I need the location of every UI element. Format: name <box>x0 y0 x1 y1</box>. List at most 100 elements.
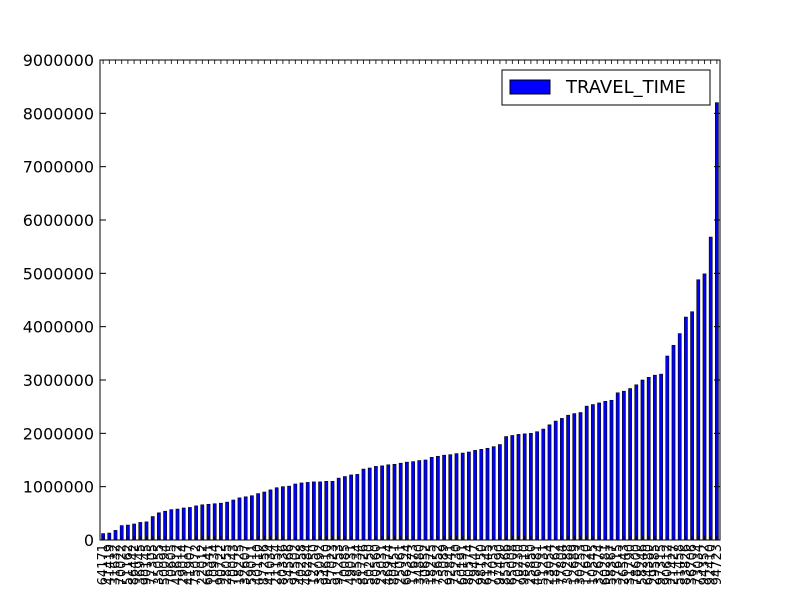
x-tick-label: 77053 <box>487 544 502 585</box>
bar <box>473 450 477 541</box>
bar <box>429 457 434 541</box>
x-tick-label: 77804 <box>555 544 570 585</box>
bar <box>367 467 372 541</box>
y-tick-label: 7000000 <box>23 158 94 177</box>
x-tick-label: 10934 <box>208 544 223 585</box>
bar <box>454 453 459 541</box>
bar <box>690 311 694 541</box>
x-tick-label: 97490 <box>493 544 508 585</box>
x-tick-label: 45612 <box>171 544 186 585</box>
bar <box>578 412 583 541</box>
bar <box>436 455 440 541</box>
x-axis: 6417141419316327002251162864423694590145… <box>96 60 725 585</box>
bar <box>566 414 570 541</box>
bar <box>535 431 539 541</box>
x-tick-label: 94723 <box>710 544 725 585</box>
x-tick-label: 25061 <box>394 544 409 585</box>
x-tick-label: 17620 <box>580 544 595 585</box>
bar <box>237 497 242 541</box>
x-tick-label: 64380 <box>642 544 657 585</box>
bar <box>343 476 347 541</box>
bar <box>522 433 527 541</box>
bar <box>423 459 428 541</box>
bar <box>634 384 639 541</box>
x-tick-label: 10545 <box>586 544 601 585</box>
y-tick-label: 6000000 <box>23 211 94 230</box>
x-tick-label: 28055 <box>220 544 235 585</box>
bar <box>715 102 719 541</box>
bar <box>609 399 614 541</box>
x-tick-label: 60191 <box>456 544 471 585</box>
bar <box>355 474 360 541</box>
bar <box>312 481 316 541</box>
x-tick-label: 70085 <box>338 544 353 585</box>
bar <box>560 418 564 541</box>
bar <box>281 486 285 541</box>
bar <box>386 464 391 541</box>
x-tick-label: 97315 <box>654 544 669 585</box>
x-tick-label: 51162 <box>121 544 136 585</box>
x-tick-label: 23054 <box>543 544 558 585</box>
bar <box>274 487 279 541</box>
y-tick-label: 5000000 <box>23 264 94 283</box>
bar <box>553 420 558 541</box>
x-tick-label: 49031 <box>344 544 359 585</box>
bar <box>268 489 273 541</box>
x-tick-label: 66324 <box>400 544 415 585</box>
x-tick-label: 21154 <box>270 544 285 585</box>
x-tick-label: 73652 <box>431 544 446 585</box>
y-tick-label: 1000000 <box>23 478 94 497</box>
bar <box>194 505 198 541</box>
x-tick-label: 75230 <box>450 544 465 585</box>
x-tick-label: 29014 <box>177 544 192 585</box>
x-tick-label: 51231 <box>536 544 551 585</box>
x-tick-label: 40258 <box>295 544 310 585</box>
x-tick-label: 80451 <box>388 544 403 585</box>
bar <box>491 446 496 541</box>
x-tick-label: 59011 <box>245 544 260 585</box>
x-tick-label: 58246 <box>636 544 651 585</box>
bar <box>324 481 329 541</box>
bar <box>622 390 626 541</box>
x-tick-label: 66341 <box>202 544 217 585</box>
x-tick-label: 34566 <box>282 544 297 585</box>
bar <box>665 355 670 541</box>
y-tick-label: 4000000 <box>23 318 94 337</box>
x-tick-label: 46974 <box>381 544 396 585</box>
x-tick-label: 33092 <box>313 544 328 585</box>
y-tick-label: 3000000 <box>23 371 94 390</box>
x-tick-label: 18762 <box>549 544 564 585</box>
x-tick-label: 91502 <box>288 544 303 585</box>
x-tick-label: 90612 <box>660 544 675 585</box>
bar <box>262 491 267 541</box>
bar <box>677 333 682 541</box>
bar <box>392 463 397 541</box>
bar <box>510 435 515 541</box>
x-tick-label: 90722 <box>214 544 229 585</box>
x-tick-label: 12750 <box>307 544 322 585</box>
bar <box>708 236 713 541</box>
bar <box>361 468 366 541</box>
x-tick-label: 60281 <box>598 544 613 585</box>
bar <box>572 413 577 541</box>
x-tick-label: 29447 <box>468 544 483 585</box>
x-tick-label: 41034 <box>264 544 279 585</box>
legend: TRAVEL_TIME <box>501 69 711 106</box>
x-tick-label: 12689 <box>567 544 582 585</box>
x-tick-label: 98150 <box>474 544 489 585</box>
bar <box>467 451 471 541</box>
bar <box>305 482 310 541</box>
x-tick-label: 30288 <box>561 544 576 585</box>
y-tick-label: 2000000 <box>23 424 94 443</box>
bar <box>460 452 465 541</box>
bar <box>200 504 205 541</box>
bar <box>584 405 589 541</box>
x-tick-label: 70022 <box>115 544 130 585</box>
x-tick-label: 83826 <box>679 544 694 585</box>
x-tick-label: 65008 <box>505 544 520 585</box>
x-tick-label: 46081 <box>530 544 545 585</box>
x-tick-label: 23031 <box>375 544 390 585</box>
x-tick-label: 18225 <box>233 544 248 585</box>
x-tick-label: 78600 <box>629 544 644 585</box>
x-tick-label: 80560 <box>369 544 384 585</box>
